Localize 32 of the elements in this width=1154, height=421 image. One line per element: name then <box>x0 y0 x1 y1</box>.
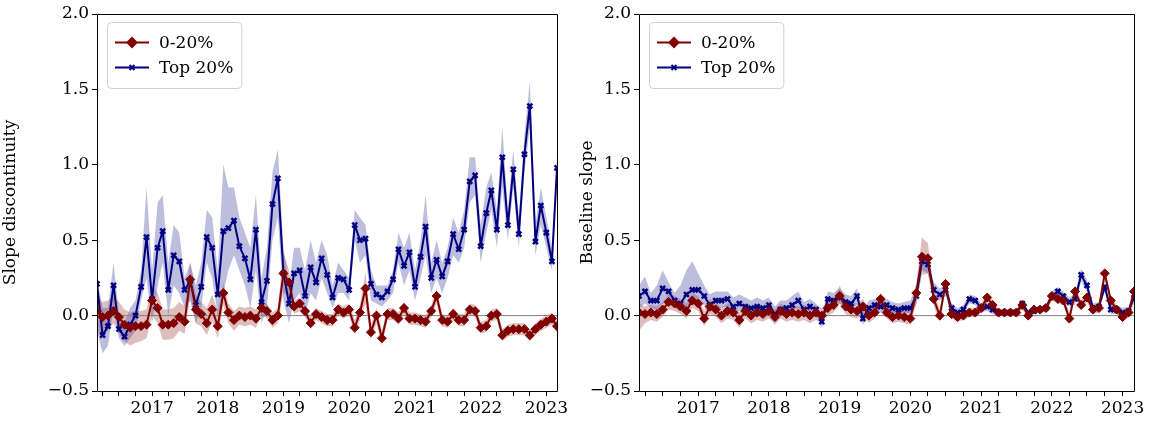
legend-label: 0-20% <box>701 31 756 52</box>
legend-label: Top 20% <box>159 56 234 77</box>
x-tick-label: 2020 <box>327 396 371 417</box>
y-axis-title: Slope discontinuity <box>0 119 19 286</box>
x-tick-label: 2018 <box>196 396 240 417</box>
x-tick-label: 2022 <box>459 396 503 417</box>
y-tick-label: 0.0 <box>603 304 631 325</box>
y-tick-label: 0.5 <box>61 228 89 249</box>
y-tick-label: 1.0 <box>61 153 89 174</box>
x-tick-label: 2023 <box>1100 396 1145 417</box>
x-tick-label: 2022 <box>1030 396 1074 417</box>
x-tick-label: 2021 <box>959 396 1003 417</box>
x-tick-label: 2017 <box>676 396 720 417</box>
legend-label: 0-20% <box>159 31 214 52</box>
x-tick-label: 2020 <box>888 396 932 417</box>
y-tick-label: 1.5 <box>61 77 89 98</box>
y-tick-label: 0.5 <box>603 228 631 249</box>
y-tick-label: −0.5 <box>589 379 631 400</box>
x-tick-label: 2021 <box>393 396 437 417</box>
legend-label: Top 20% <box>701 56 776 77</box>
y-tick-label: 2.0 <box>603 2 631 23</box>
y-tick-label: −0.5 <box>47 379 89 400</box>
y-axis-title: Baseline slope <box>575 140 596 265</box>
x-tick-label: 2018 <box>747 396 791 417</box>
x-tick-label: 2019 <box>261 396 306 417</box>
y-tick-label: 1.5 <box>603 77 631 98</box>
x-tick-label: 2017 <box>130 396 174 417</box>
y-tick-label: 1.0 <box>603 153 631 174</box>
y-tick-label: 0.0 <box>61 304 89 325</box>
y-tick-label: 2.0 <box>61 2 89 23</box>
x-tick-label: 2019 <box>818 396 862 417</box>
x-tick-label: 2023 <box>524 396 569 417</box>
